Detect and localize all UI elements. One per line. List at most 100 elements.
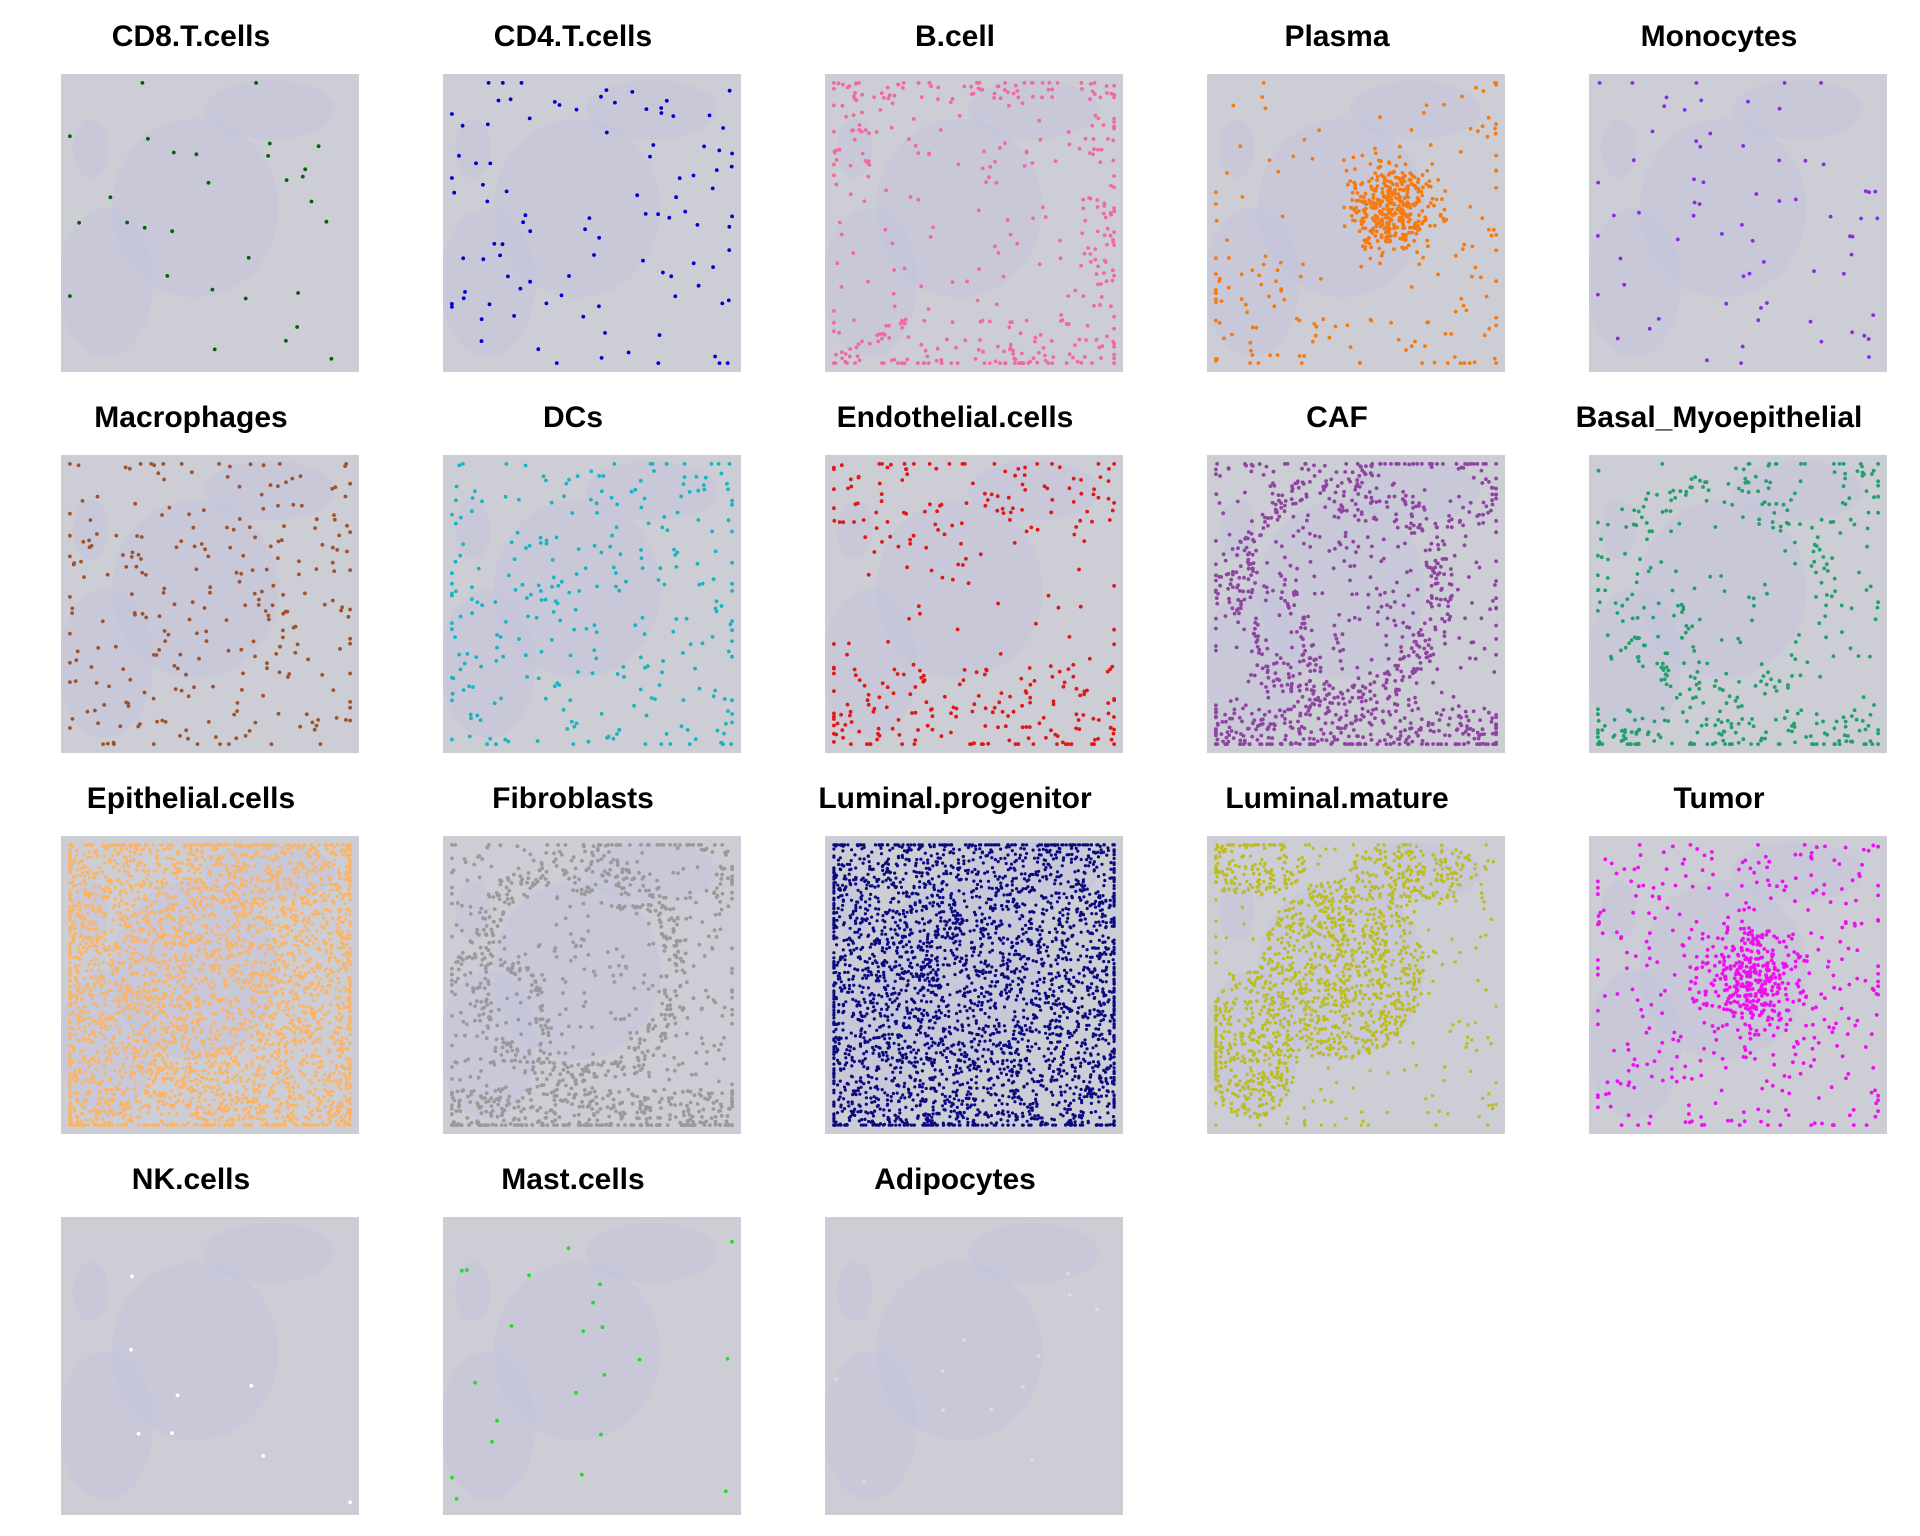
data-point <box>1318 669 1323 674</box>
data-point <box>1332 514 1337 519</box>
data-point <box>1266 725 1271 730</box>
data-point <box>268 483 273 487</box>
data-point <box>1419 189 1424 194</box>
data-point <box>857 81 861 85</box>
data-point <box>175 1061 179 1065</box>
data-point <box>1112 314 1116 319</box>
data-point <box>1650 529 1654 534</box>
data-point <box>936 97 940 102</box>
data-point <box>132 1033 136 1037</box>
data-point <box>1418 628 1423 632</box>
data-point <box>916 728 920 732</box>
data-point <box>264 567 269 572</box>
data-point <box>1596 588 1600 593</box>
data-point <box>1383 590 1387 595</box>
data-point <box>1494 476 1498 481</box>
data-point <box>105 741 110 746</box>
data-point <box>538 535 543 540</box>
data-point <box>1631 522 1636 527</box>
data-point <box>1111 158 1116 163</box>
data-point <box>833 361 838 365</box>
data-point <box>153 1053 157 1058</box>
data-point <box>1609 656 1614 661</box>
data-point <box>165 274 170 278</box>
data-point <box>1635 572 1640 576</box>
data-point <box>239 647 244 652</box>
data-point <box>145 1024 149 1028</box>
data-point <box>702 487 707 492</box>
data-point <box>1664 95 1669 100</box>
spatial-scatter-plot <box>825 74 1123 372</box>
data-point <box>190 470 194 475</box>
data-point <box>1253 620 1258 625</box>
data-point <box>205 1077 209 1081</box>
data-point <box>1416 219 1421 224</box>
data-point <box>1378 219 1383 224</box>
data-point <box>138 940 142 944</box>
tissue-region <box>968 79 1100 140</box>
data-point <box>1089 260 1093 264</box>
data-point <box>140 848 144 852</box>
data-point <box>1057 669 1062 674</box>
data-point <box>918 611 922 616</box>
data-point <box>1388 605 1393 609</box>
data-point <box>1423 638 1428 643</box>
data-point <box>1214 562 1218 567</box>
data-point <box>597 304 601 309</box>
data-point <box>1777 742 1782 746</box>
data-point <box>1081 713 1086 717</box>
data-point <box>1821 555 1826 559</box>
data-point <box>1704 717 1709 722</box>
data-point <box>1249 573 1254 577</box>
data-point <box>710 186 715 191</box>
data-point <box>687 490 692 494</box>
data-point <box>1860 474 1865 478</box>
data-point <box>550 638 554 642</box>
data-point <box>1347 742 1351 746</box>
data-point <box>1357 229 1362 234</box>
data-point <box>244 949 248 953</box>
data-point <box>339 1078 343 1082</box>
data-point <box>1383 238 1388 243</box>
data-point <box>179 887 184 891</box>
data-point <box>977 267 981 271</box>
data-point <box>1079 263 1083 268</box>
data-point <box>253 535 257 540</box>
data-point <box>879 336 884 341</box>
data-point <box>205 956 209 960</box>
data-point <box>1335 640 1340 645</box>
data-point <box>1368 162 1373 166</box>
data-point <box>885 465 890 470</box>
data-point <box>713 606 718 611</box>
data-point <box>244 1080 248 1084</box>
data-point <box>1697 680 1702 685</box>
data-point <box>194 152 199 157</box>
data-point <box>1751 724 1756 729</box>
data-point <box>1031 356 1036 361</box>
data-point <box>1023 488 1028 492</box>
data-point <box>1386 172 1391 177</box>
data-point <box>1243 490 1247 495</box>
data-point <box>485 122 490 127</box>
data-point <box>282 973 287 977</box>
data-point <box>982 149 986 154</box>
data-point <box>1096 495 1101 500</box>
data-point <box>268 544 273 549</box>
data-point <box>1096 116 1101 121</box>
data-point <box>832 86 836 91</box>
data-point <box>524 546 528 550</box>
data-point <box>1440 586 1444 591</box>
data-point <box>107 1104 111 1108</box>
data-point <box>1324 679 1329 684</box>
data-point <box>1396 197 1401 202</box>
data-point <box>162 586 167 591</box>
data-point <box>89 544 94 548</box>
data-point <box>334 996 338 1000</box>
data-point <box>509 540 514 545</box>
data-point <box>111 906 115 910</box>
data-point <box>572 724 577 729</box>
data-point <box>912 742 917 746</box>
data-point <box>1322 687 1327 692</box>
data-point <box>215 884 219 889</box>
data-point <box>1447 514 1451 518</box>
